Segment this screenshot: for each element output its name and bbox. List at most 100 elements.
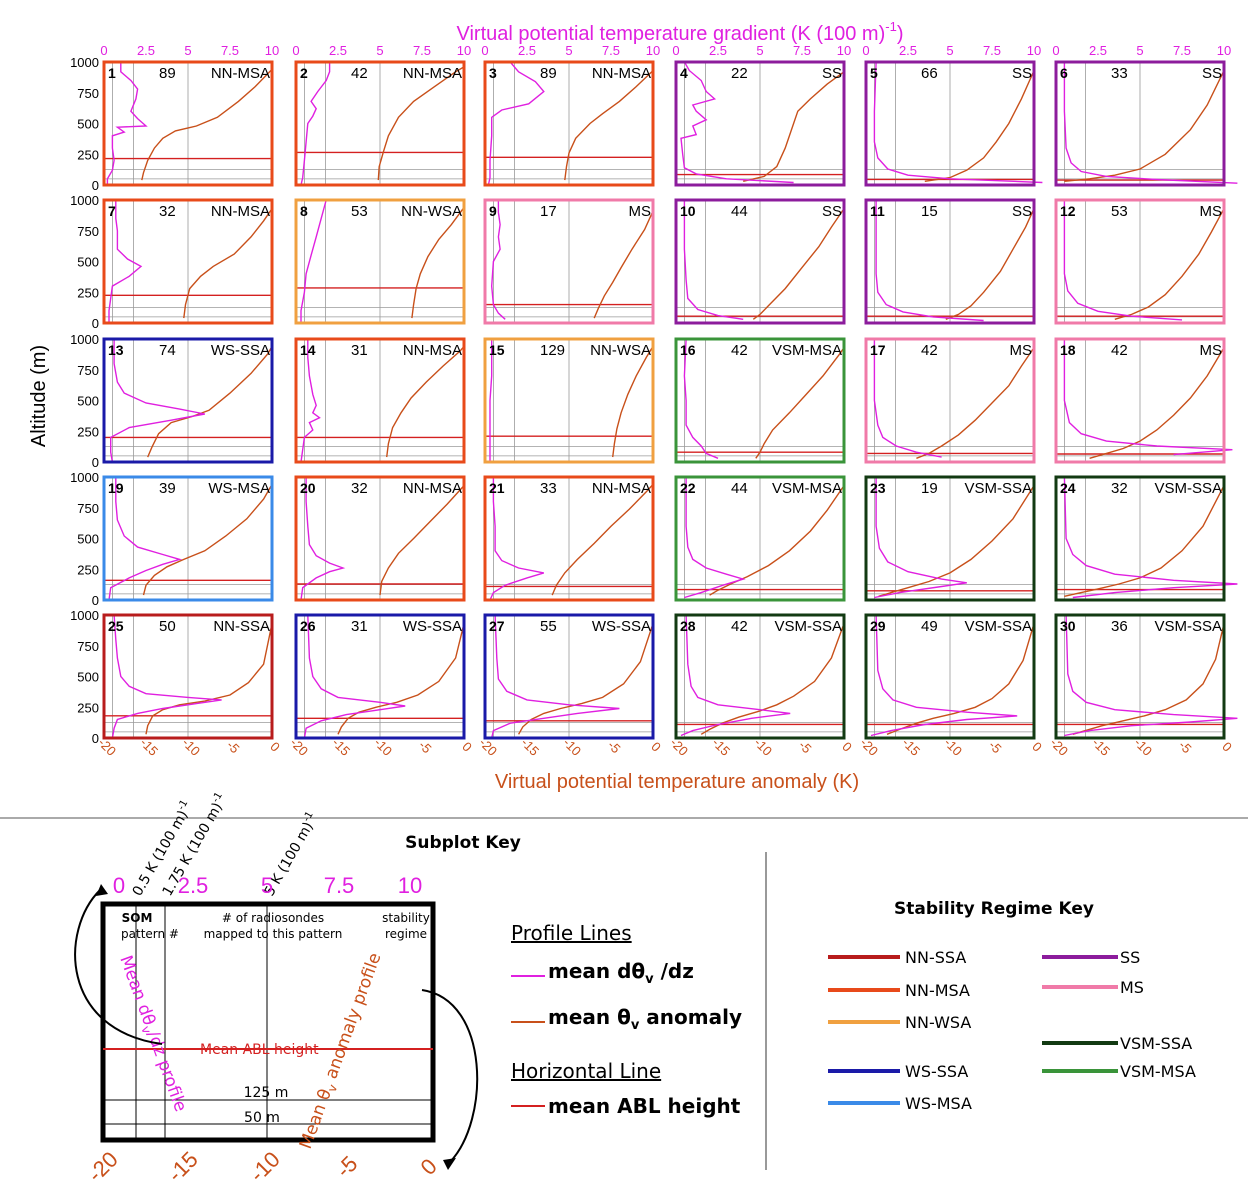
radiosonde-count: 31: [351, 618, 368, 635]
bottom-tick-label: 0: [1219, 739, 1235, 755]
panel-12: 12 53 MS: [1054, 198, 1226, 325]
som-pattern-number: 4: [680, 65, 688, 81]
gradient-profile-line: [108, 477, 183, 601]
panel-28: 28 42 VSM-SSA: [674, 613, 846, 740]
som-pattern-number: 22: [680, 480, 696, 496]
regime-key-label: MS: [1120, 978, 1144, 997]
top-tick-label: 7.5: [602, 43, 620, 58]
bottom-tick-label: 0: [1029, 739, 1045, 755]
radiosonde-count: 42: [921, 342, 938, 359]
panel-5: 5 66 SS: [864, 60, 1043, 187]
panel-26: 26 31 WS-SSA: [294, 613, 466, 740]
som-pattern-number: 20: [300, 480, 316, 496]
panel-19: 19 39 WS-MSA: [102, 475, 274, 602]
radiosonde-count: 49: [921, 618, 938, 635]
y-tick-label: 250: [77, 424, 99, 439]
som-pattern-number: 1: [108, 65, 116, 81]
gradient-profile-line: [873, 61, 1043, 184]
gradient-profile-line: [680, 61, 794, 184]
y-tick-label: 750: [77, 639, 99, 654]
stability-regime-label: SS: [1202, 65, 1222, 82]
stability-regime-label: VSM-SSA: [1154, 618, 1222, 635]
panel-frame: [864, 60, 1036, 187]
bottom-tick-label: -5: [605, 737, 624, 756]
anomaly-profile-line: [1064, 485, 1225, 597]
y-tick-label: 0: [92, 455, 99, 470]
y-tick-label: 0: [92, 178, 99, 193]
panel-2: 2 42 NN-MSA: [294, 60, 466, 187]
key-50m-label: 50 m: [244, 1110, 280, 1126]
top-tick-label: 5: [1136, 43, 1143, 58]
anomaly-profile-line: [551, 483, 654, 596]
y-tick-label: 500: [77, 255, 99, 270]
gradient-profile-line: [1063, 200, 1183, 321]
panel-23: 23 19 VSM-SSA: [864, 475, 1036, 602]
gradient-profile-line: [684, 477, 746, 599]
gradient-profile-line: [680, 614, 791, 737]
gradient-profile-line: [874, 477, 967, 599]
bottom-tick-label: 0: [267, 739, 283, 755]
som-pattern-number: 14: [300, 342, 316, 358]
profile-legend: Profile Lines mean dθv /dz mean θv anoma…: [511, 921, 742, 1118]
key-top-tick: 2.5: [178, 873, 209, 898]
anomaly-profile-line: [141, 68, 273, 181]
stability-key-title: Stability Regime Key: [894, 899, 1094, 919]
gradient-profile-line: [683, 338, 719, 459]
y-tick-label: 0: [92, 731, 99, 746]
panel-14: 14 31 NN-MSA: [294, 337, 466, 464]
panel-frame: [1054, 613, 1226, 740]
y-tick-label: 750: [77, 501, 99, 516]
key-stability-label: stability: [382, 911, 430, 925]
stability-regime-label: VSM-SSA: [774, 618, 842, 635]
stability-regime-label: VSM-SSA: [964, 480, 1032, 497]
anomaly-profile-line: [564, 70, 654, 181]
panel-frame: [102, 337, 274, 464]
panel-18: 18 42 MS: [1054, 337, 1233, 464]
regime-key-label: VSM-MSA: [1120, 1062, 1196, 1081]
anomaly-profile-line: [147, 346, 273, 458]
panel-frame: [483, 475, 655, 602]
top-tick-label: 7.5: [793, 43, 811, 58]
anomaly-profile-line: [377, 66, 465, 181]
key-som-label-2: pattern #: [121, 927, 179, 941]
stability-regime-label: NN-SSA: [213, 618, 270, 635]
som-pattern-number: 25: [108, 618, 124, 634]
panel-frame: [674, 198, 846, 325]
panel-20: 20 32 NN-MSA: [294, 475, 466, 602]
stability-regime-label: VSM-SSA: [964, 618, 1032, 635]
regime-key-label: NN-MSA: [905, 981, 970, 1000]
anomaly-profile-line: [924, 70, 1035, 182]
key-arrowhead-bottom: [443, 1158, 456, 1170]
radiosonde-count: 66: [921, 65, 938, 82]
radiosonde-count: 129: [540, 342, 565, 359]
gradient-profile-line: [489, 339, 493, 462]
y-tick-label: 500: [77, 394, 99, 409]
som-pattern-number: 17: [870, 342, 886, 358]
y-tick-label: 0: [92, 316, 99, 331]
stability-regime-label: NN-MSA: [592, 65, 651, 82]
panel-10: 10 44 SS: [674, 198, 846, 325]
anomaly-profile-line: [593, 210, 654, 319]
top-tick-label: 0: [100, 43, 107, 58]
legend-anom-label: mean θv anomaly: [548, 1005, 742, 1033]
stability-regime-label: NN-MSA: [403, 65, 462, 82]
radiosonde-count: 22: [731, 65, 748, 82]
panel-4: 4 22 SS: [674, 60, 846, 187]
radiosonde-count: 19: [921, 480, 938, 497]
panel-21: 21 33 NN-MSA: [483, 475, 655, 602]
panel-frame: [294, 475, 466, 602]
stability-regime-label: SS: [822, 203, 842, 220]
y-tick-label: 0: [92, 593, 99, 608]
anomaly-profile-line: [337, 623, 465, 735]
profile-lines-title: Profile Lines: [511, 921, 632, 945]
key-abl-label: Mean ABL height: [200, 1042, 319, 1058]
panel-1: 1 89 NN-MSA: [102, 60, 274, 187]
key-count-label-2: mapped to this pattern: [204, 927, 343, 941]
top-tick-label: 2.5: [899, 43, 917, 58]
top-tick-label: 10: [1217, 43, 1231, 58]
stability-regime-label: NN-MSA: [211, 203, 270, 220]
radiosonde-count: 42: [351, 65, 368, 82]
top-tick-label: 2.5: [709, 43, 727, 58]
y-tick-label: 1000: [70, 608, 99, 623]
top-tick-label: 10: [837, 43, 851, 58]
